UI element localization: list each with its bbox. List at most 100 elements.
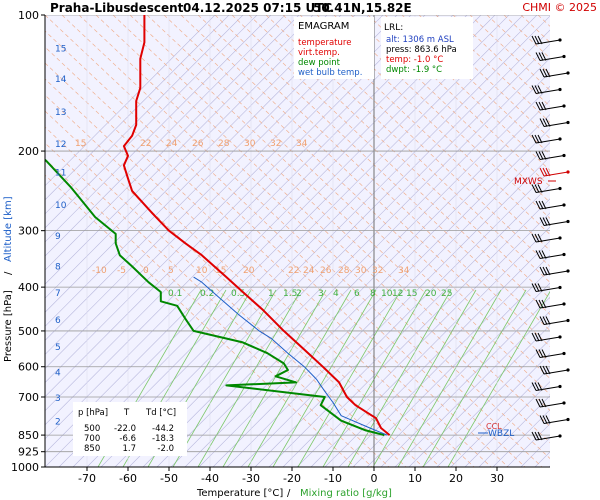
wind-barb-flag (542, 266, 548, 276)
table-row: 700 -6.6 -18.3 (84, 434, 174, 444)
ylabel-separator: / (3, 271, 14, 275)
wind-barb-shaft (535, 435, 561, 441)
wind-barb-dot (562, 351, 566, 356)
table-row: 500 -22.0 -44.2 (84, 424, 174, 434)
altitude-tick-label: 7 (55, 289, 61, 299)
wind-barb-dot (558, 186, 562, 191)
wind-barb-flag (545, 316, 551, 325)
lrl-box (381, 17, 473, 79)
wind-barb-dot (558, 335, 562, 339)
wind-barb-flag (535, 398, 541, 408)
dry-adiabat-label: 22 (140, 139, 151, 149)
wind-barb-flag (534, 283, 540, 292)
wind-barb (531, 35, 562, 45)
mixing-ratio-label: 25 (441, 289, 452, 299)
temperature-tick-label: 10 (408, 472, 422, 485)
isotherm-line (45, 15, 482, 454)
wind-barb-flag (541, 250, 547, 259)
dry-adiabat-label: 34 (398, 266, 410, 276)
dry-adiabat-line (45, 126, 407, 467)
wind-barb-shaft (535, 287, 561, 292)
wind-barb-flag (538, 101, 544, 111)
temperature-tick-label: -20 (283, 472, 301, 485)
lrl-alt: alt: 1306 m ASL (386, 35, 454, 45)
wind-barb-dot (566, 219, 570, 224)
wind-barb-flag (542, 68, 548, 78)
wind-barb-flag (534, 184, 540, 193)
wind-barb-shaft (539, 254, 565, 259)
table-header-p: p [hPa] (78, 408, 108, 418)
wind-barb-flag (539, 365, 545, 375)
altitude-tick-label: 10 (55, 201, 67, 211)
altitude-tick-label: 2 (55, 418, 61, 428)
dry-adiabat-label: 28 (338, 266, 350, 276)
isotherm-line (563, 15, 600, 467)
wind-barb-dot (562, 302, 566, 306)
dry-adiabat-line (78, 15, 550, 460)
wind-barb-flag (545, 68, 551, 78)
wind-barb (535, 101, 566, 111)
wind-barb-shaft (543, 419, 569, 424)
temperature-tick-label: -70 (78, 472, 96, 485)
wind-barb-flag (538, 349, 544, 358)
lrl-dwpt: dwpt: -1.9 °C (386, 65, 442, 75)
wind-barb (539, 316, 570, 325)
wind-barb-flag (542, 365, 548, 375)
wind-barb (535, 349, 566, 358)
wind-barb-dot (558, 384, 562, 389)
wind-barb (531, 431, 562, 441)
wind-barb-shaft (539, 204, 565, 210)
dry-adiabat-line (180, 15, 550, 363)
altitude-tick-label: 12 (55, 140, 66, 150)
dry-adiabat-line (95, 15, 550, 443)
wind-barb-flag (531, 134, 537, 144)
table-header-td: Td [°C] (145, 408, 176, 418)
mixing-ratio-label: 3 (318, 289, 324, 299)
lrl-press: press: 863.6 hPa (386, 45, 457, 55)
isotherm-line (156, 71, 550, 467)
wind-barb-dot (566, 71, 570, 75)
wind-barb-flag (537, 35, 543, 45)
isotherm-line (45, 15, 300, 271)
isotherm-line (45, 15, 468, 440)
wind-barb (531, 184, 562, 193)
wind-barb-flag (541, 52, 547, 61)
dry-adiabat-line (45, 142, 390, 467)
temperature-tick-label: 0 (371, 472, 378, 485)
mixing-ratio-label: 2 (296, 289, 302, 299)
legend-item-wetbulb: wet bulb temp. (298, 68, 362, 78)
series-line-wet-bulb-temp- (193, 276, 388, 436)
wind-barb-flag (534, 35, 540, 45)
pressure-tick-label: 1000 (11, 461, 39, 474)
wind-barb (539, 217, 570, 226)
wind-barb-shaft (543, 171, 569, 177)
datetime-label: 04.12.2025 07:15 UTC (183, 1, 332, 15)
table-cell-p: 700 (84, 434, 100, 444)
xlabel-mixing-ratio: Mixing ratio [g/kg] (300, 488, 392, 499)
wind-barb-dot (566, 368, 570, 372)
wind-barb-flag (541, 398, 547, 408)
isotherm-line (58, 15, 510, 467)
wind-barb (535, 52, 566, 61)
pressure-tick-label: 500 (18, 325, 39, 338)
wind-barb-shaft (539, 105, 565, 111)
ccl-label: CCL (486, 422, 502, 431)
isotherm-line (577, 15, 600, 467)
lrl-temp: temp: -1.0 °C (386, 55, 443, 65)
wind-barb-dot (558, 285, 562, 290)
grid-layer (45, 15, 600, 467)
wind-barb-flag (535, 151, 541, 160)
dry-adiabat-label: 10 (196, 266, 208, 276)
wind-barb-flag (542, 217, 548, 226)
wind-barb-flag (545, 118, 551, 127)
wind-barb (535, 250, 566, 259)
isotherm-line (45, 15, 314, 285)
altitude-tick-label: 5 (55, 343, 61, 353)
wind-barbs (531, 35, 570, 441)
wind-barb-flag (538, 398, 544, 408)
dry-adiabat-line (231, 15, 550, 315)
mixing-ratio-label: 0.1 (168, 289, 182, 299)
wind-barb-flag (545, 266, 551, 276)
wind-barb-shaft (543, 320, 569, 325)
wind-barb-flag (535, 349, 541, 358)
